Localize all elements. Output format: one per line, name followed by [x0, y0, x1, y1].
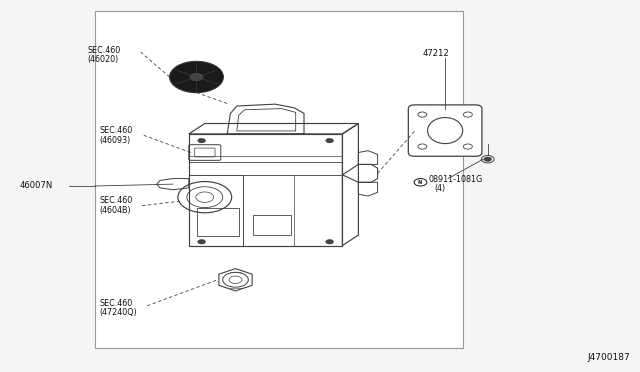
- Circle shape: [198, 240, 205, 244]
- Bar: [95, 11, 463, 348]
- Text: (4): (4): [434, 184, 445, 193]
- Text: (47240Q): (47240Q): [99, 308, 137, 317]
- Text: (46093): (46093): [99, 136, 131, 145]
- Text: SEC.460: SEC.460: [99, 196, 132, 205]
- Circle shape: [190, 73, 203, 81]
- Text: 08911-1081G: 08911-1081G: [429, 175, 483, 184]
- Circle shape: [326, 138, 333, 143]
- FancyBboxPatch shape: [408, 105, 482, 156]
- Circle shape: [198, 138, 205, 143]
- Text: SEC.460: SEC.460: [87, 46, 120, 55]
- Text: 47212: 47212: [422, 49, 449, 58]
- Circle shape: [170, 61, 223, 93]
- Bar: [253, 215, 291, 235]
- Text: J4700187: J4700187: [588, 353, 630, 362]
- Bar: [197, 208, 239, 236]
- Text: 46007N: 46007N: [19, 182, 52, 190]
- Circle shape: [484, 157, 492, 161]
- Text: N: N: [418, 180, 422, 185]
- Text: SEC.460: SEC.460: [99, 299, 132, 308]
- Text: SEC.460: SEC.460: [99, 126, 132, 135]
- Text: (4604B): (4604B): [99, 206, 131, 215]
- Text: (46020): (46020): [87, 55, 118, 64]
- Circle shape: [326, 240, 333, 244]
